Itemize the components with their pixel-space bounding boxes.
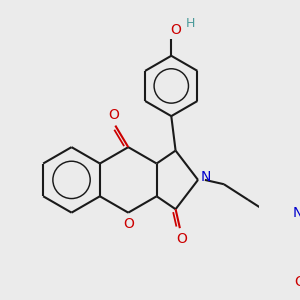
Text: O: O: [170, 23, 181, 37]
Text: H: H: [186, 16, 195, 29]
Text: O: O: [176, 232, 187, 245]
Text: O: O: [108, 108, 119, 122]
Text: N: N: [201, 170, 211, 184]
Text: O: O: [294, 275, 300, 290]
Text: N: N: [293, 206, 300, 220]
Text: O: O: [123, 217, 134, 231]
